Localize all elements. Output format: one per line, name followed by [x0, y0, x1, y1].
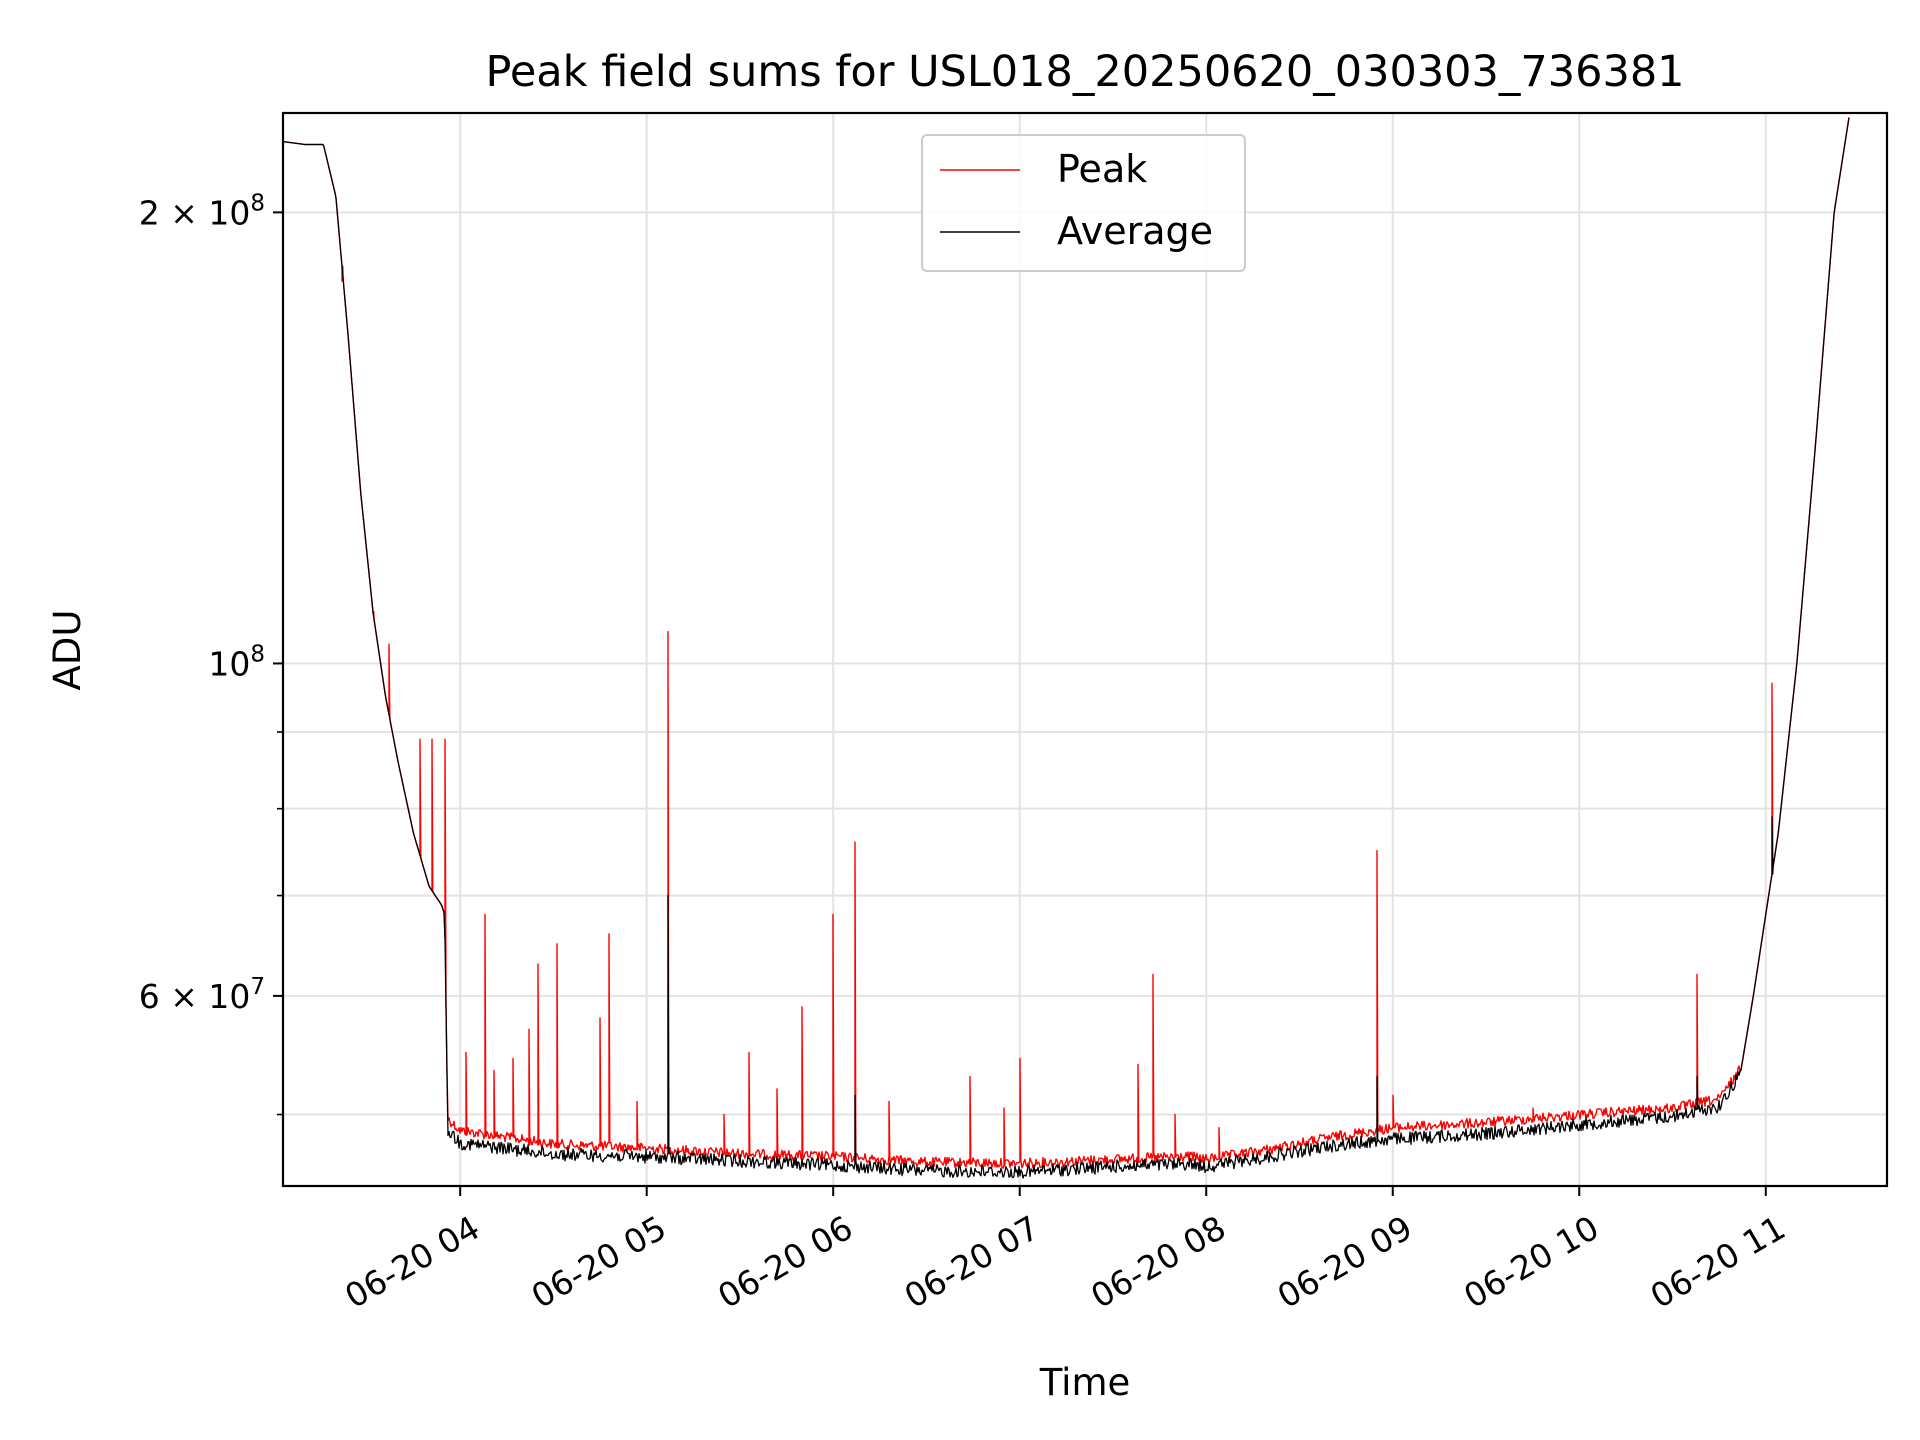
legend-label-average: Average — [1057, 209, 1213, 253]
legend-box — [921, 134, 1246, 272]
y-tick-label: 108 — [208, 641, 265, 683]
series-line-peak — [283, 117, 1850, 1169]
legend-label-peak: Peak — [1057, 147, 1147, 191]
y-tick-label: 6 × 107 — [139, 974, 265, 1016]
y-axis-label: ADU — [46, 610, 89, 691]
y-tick-label: 2 × 108 — [139, 190, 265, 232]
y-axis: 6 × 107 108 2 × 108 — [139, 190, 283, 1116]
chart-title: Peak field sums for USL018_20250620_0303… — [485, 47, 1684, 97]
plot-frame — [281, 111, 1889, 1188]
plot-area — [283, 117, 1850, 1179]
legend: Peak Average — [921, 134, 1246, 272]
x-axis-label: Time — [1039, 1361, 1131, 1404]
series-line-average — [283, 117, 1850, 1179]
